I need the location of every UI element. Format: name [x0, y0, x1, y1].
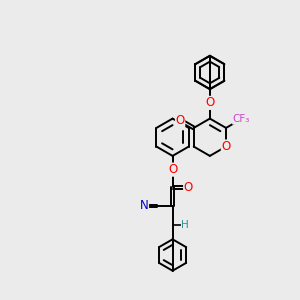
Text: O: O	[168, 163, 177, 176]
Text: CF₃: CF₃	[232, 114, 250, 124]
Text: O: O	[184, 181, 193, 194]
Text: N: N	[140, 200, 148, 212]
Text: H: H	[182, 220, 189, 230]
Text: O: O	[221, 140, 231, 153]
Text: O: O	[176, 114, 185, 127]
Text: O: O	[205, 96, 214, 110]
